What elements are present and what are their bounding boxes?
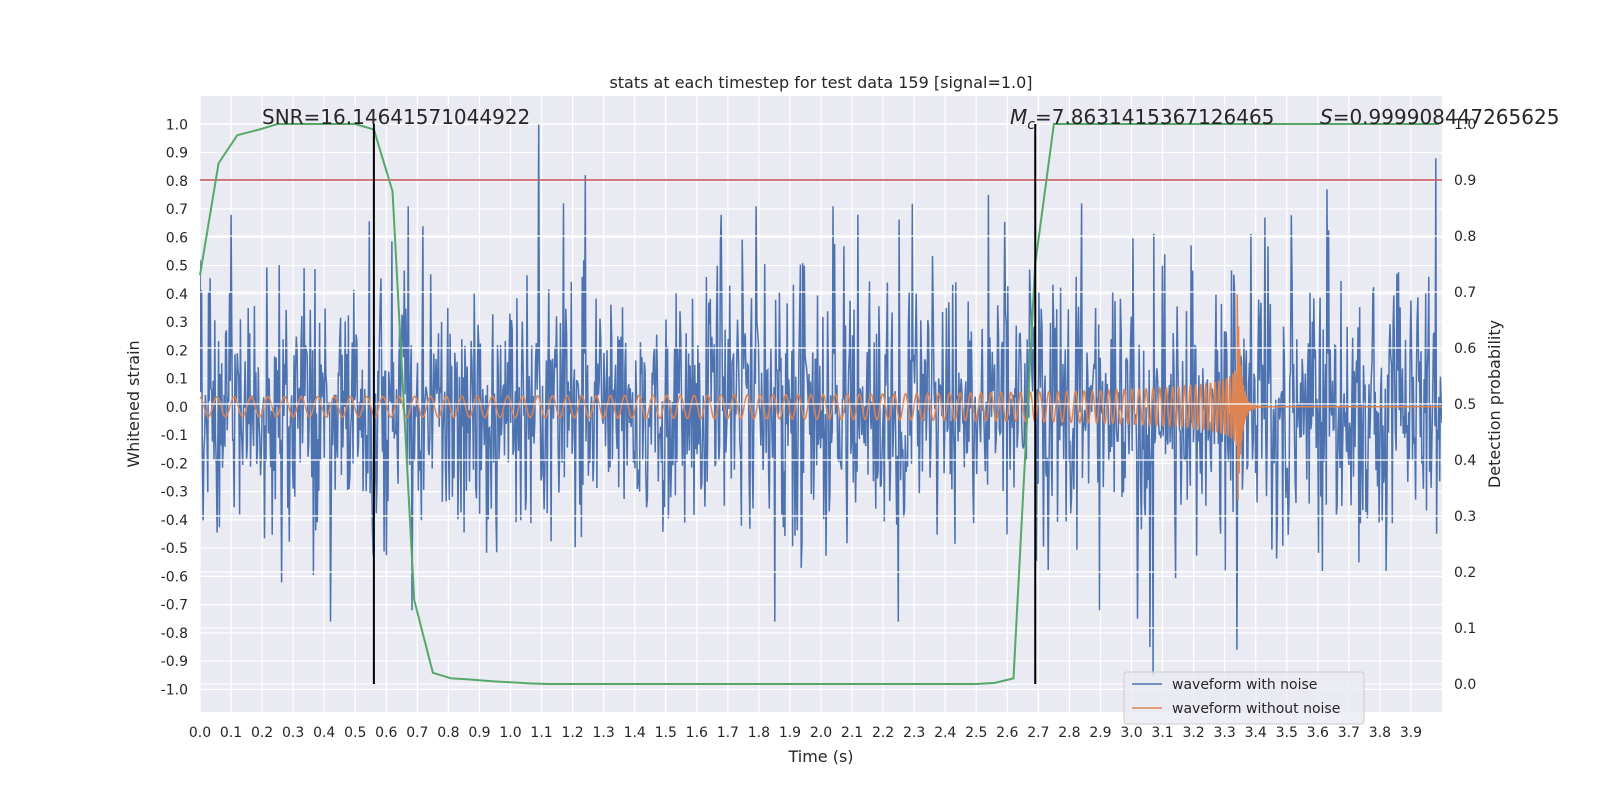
x-tick-label: 2.4 [934, 725, 956, 741]
x-tick-label: 2.1 [841, 725, 863, 741]
x-tick-label: 3.6 [1307, 725, 1329, 741]
series-waveform-without-noise [200, 294, 1442, 500]
x-tick-label: 1.5 [655, 725, 677, 741]
y-tick-label: -0.4 [161, 513, 188, 529]
x-tick-label: 3.0 [1120, 725, 1142, 741]
x-tick-label: 1.6 [686, 725, 708, 741]
chirp-mass-subscript: c [1027, 117, 1035, 133]
significance-annotation: S=0.999908447265625 [1320, 105, 1559, 129]
x-tick-label: 0.4 [313, 725, 335, 741]
y-right-tick-label: 0.7 [1454, 285, 1476, 301]
y-tick-label: -0.6 [161, 569, 188, 585]
x-tick-label: 0.1 [220, 725, 242, 741]
snr-annotation: SNR=16.14641571044922 [262, 105, 530, 129]
x-tick-label: 2.9 [1089, 725, 1111, 741]
x-tick-label: 0.0 [189, 725, 211, 741]
x-tick-label: 0.3 [282, 725, 304, 741]
y-tick-label: -0.5 [161, 541, 188, 557]
x-tick-label: 3.1 [1151, 725, 1173, 741]
legend: waveform with noise waveform without noi… [1123, 671, 1365, 725]
x-tick-label: 3.5 [1276, 725, 1298, 741]
x-tick-label: 2.5 [965, 725, 987, 741]
x-tick-label: 1.3 [593, 725, 615, 741]
x-tick-label: 1.0 [499, 725, 521, 741]
x-tick-label: 1.9 [779, 725, 801, 741]
y-right-tick-label: 0.3 [1454, 509, 1476, 525]
y-right-tick-label: 0.5 [1454, 397, 1476, 413]
x-tick-label: 0.8 [437, 725, 459, 741]
chirp-mass-symbol: M [1010, 105, 1027, 129]
x-tick-label: 0.7 [406, 725, 428, 741]
y-tick-label: -0.7 [161, 598, 188, 614]
y-tick-label: 0.4 [166, 287, 188, 303]
y-tick-label: 0.2 [166, 343, 188, 359]
x-tick-label: 3.7 [1338, 725, 1360, 741]
y-axis-label: Whitened strain [124, 340, 143, 467]
significance-symbol: S [1320, 105, 1333, 129]
x-tick-label: 3.8 [1369, 725, 1391, 741]
y-tick-label: -1.0 [161, 682, 188, 698]
y-axis-right-label: Detection probability [1485, 320, 1504, 488]
y-right-tick-label: 1.0 [1454, 117, 1476, 133]
y-right-tick-label: 0.6 [1454, 341, 1476, 357]
x-tick-label: 1.7 [717, 725, 739, 741]
x-tick-label: 2.6 [996, 725, 1018, 741]
legend-box [1123, 671, 1365, 725]
y-tick-label: 0.9 [166, 146, 188, 162]
x-tick-label: 1.2 [561, 725, 583, 741]
x-tick-label: 2.3 [903, 725, 925, 741]
x-tick-label: 0.5 [344, 725, 366, 741]
y-tick-label: -0.3 [161, 485, 188, 501]
legend-label-noise: waveform with noise [1172, 677, 1317, 693]
x-tick-label: 2.8 [1058, 725, 1080, 741]
x-tick-label: 0.6 [375, 725, 397, 741]
x-tick-label: 2.0 [810, 725, 832, 741]
chirp-mass-annotation: Mc=7.8631415367126465 [1010, 105, 1274, 133]
x-tick-label: 1.1 [530, 725, 552, 741]
x-axis-label: Time (s) [787, 747, 853, 766]
y-tick-label: 0.7 [166, 202, 188, 218]
x-tick-label: 2.7 [1027, 725, 1049, 741]
y-tick-label: 0.6 [166, 230, 188, 246]
x-tick-label: 1.4 [624, 725, 646, 741]
y-tick-label: 0.0 [166, 400, 188, 416]
series-waveform-with-noise [200, 124, 1442, 676]
x-tick-label: 0.9 [468, 725, 490, 741]
legend-label-clean: waveform without noise [1172, 701, 1340, 717]
y-right-tick-label: 0.9 [1454, 173, 1476, 189]
y-right-tick-label: 0.4 [1454, 453, 1476, 469]
y-right-tick-label: 0.8 [1454, 229, 1476, 245]
significance-value: =0.999908447265625 [1333, 105, 1560, 129]
x-tick-label: 2.2 [872, 725, 894, 741]
x-tick-label: 3.4 [1245, 725, 1267, 741]
x-tick-label: 3.2 [1182, 725, 1204, 741]
tick-labels: 0.0 0.1 0.2 0.3 0.4 0.5 0.6 0.7 0.8 0.9 1.0 1.1 1.2 1… [161, 117, 1477, 741]
y-tick-label: 1.0 [166, 117, 188, 133]
y-tick-label: -0.9 [161, 654, 188, 670]
x-tick-label: 1.8 [748, 725, 770, 741]
y-tick-label: 0.8 [166, 174, 188, 190]
y-right-tick-label: 0.2 [1454, 565, 1476, 581]
x-tick-label: 3.3 [1214, 725, 1236, 741]
y-right-tick-label: 0.1 [1454, 621, 1476, 637]
x-tick-label: 0.2 [251, 725, 273, 741]
y-tick-label: 0.1 [166, 372, 188, 388]
chart-title: stats at each timestep for test data 159… [609, 73, 1032, 92]
y-tick-label: -0.1 [161, 428, 188, 444]
series-detection-probability [199, 123, 1439, 685]
chirp-mass-value: =7.8631415367126465 [1035, 105, 1274, 129]
y-tick-label: 0.3 [166, 315, 188, 331]
y-right-tick-label: 0.0 [1454, 677, 1476, 693]
series-layer [200, 124, 1442, 676]
y-tick-label: 0.5 [166, 259, 188, 275]
y-tick-label: -0.8 [161, 626, 188, 642]
y-tick-label: -0.2 [161, 456, 188, 472]
x-tick-label: 3.9 [1400, 725, 1422, 741]
